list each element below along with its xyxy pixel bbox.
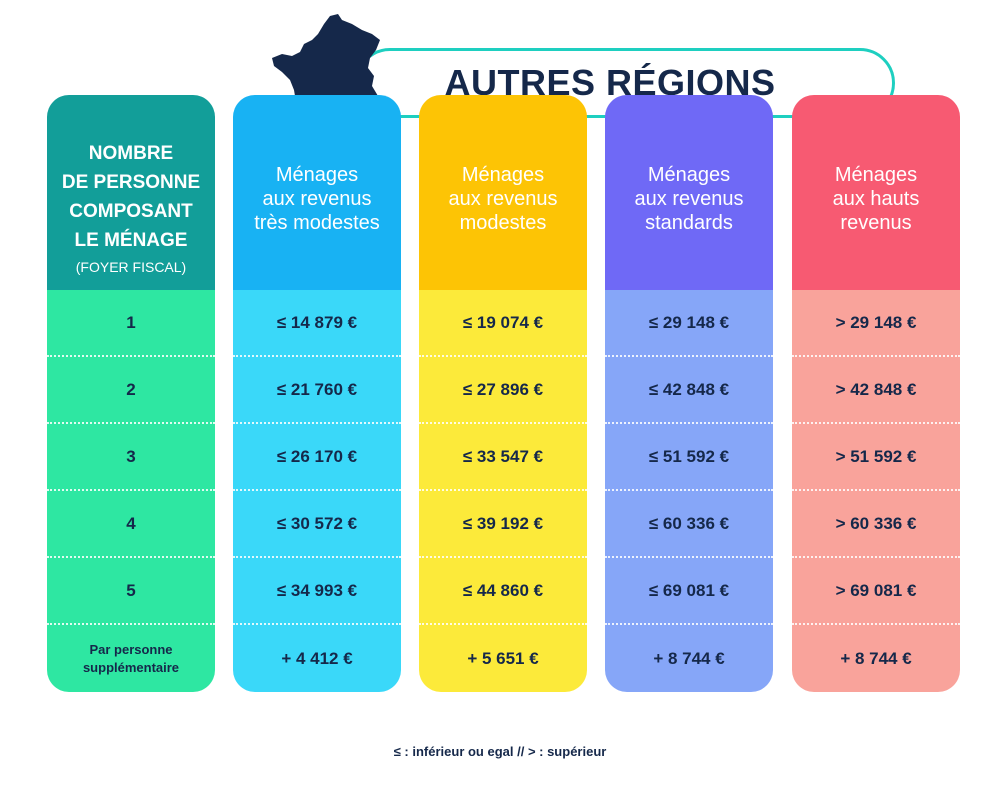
table-cell: 1 xyxy=(47,290,215,357)
column-body: > 29 148 € > 42 848 € > 51 592 € > 60 33… xyxy=(792,290,960,692)
table-cell: ≤ 33 547 € xyxy=(419,424,587,491)
table-cell: ≤ 60 336 € xyxy=(605,491,773,558)
column-body: ≤ 14 879 € ≤ 21 760 € ≤ 26 170 € ≤ 30 57… xyxy=(233,290,401,692)
header-line: LE MÉNAGE xyxy=(74,230,188,251)
column-modestes: Ménages aux revenus modestes ≤ 19 074 € … xyxy=(419,95,587,692)
table-cell: ≤ 14 879 € xyxy=(233,290,401,357)
header-line: aux revenus xyxy=(448,188,558,210)
table-cell: ≤ 39 192 € xyxy=(419,491,587,558)
legend-note: ≤ : inférieur ou egal // > : supérieur xyxy=(393,744,607,759)
header-subtitle: (FOYER FISCAL) xyxy=(75,259,187,275)
table-cell: ≤ 42 848 € xyxy=(605,357,773,424)
column-body: 1 2 3 4 5 Par personne supplémentaire xyxy=(47,290,215,692)
header-line: Ménages xyxy=(275,164,359,186)
table-cell: > 42 848 € xyxy=(792,357,960,424)
table-cell: 5 xyxy=(47,558,215,625)
header-line: Ménages xyxy=(834,164,918,186)
table-cell: ≤ 21 760 € xyxy=(233,357,401,424)
header-line: standards xyxy=(645,212,733,234)
table-cell: 3 xyxy=(47,424,215,491)
header-line: COMPOSANT xyxy=(69,201,193,222)
header-line: revenus xyxy=(840,212,912,234)
header-line: très modestes xyxy=(254,212,380,234)
table-cell: ≤ 26 170 € xyxy=(233,424,401,491)
table-cell: > 29 148 € xyxy=(792,290,960,357)
table-cell: + 8 744 € xyxy=(840,648,912,668)
table-cell: > 51 592 € xyxy=(792,424,960,491)
table-cell: + 5 651 € xyxy=(467,648,539,668)
table-cell: 4 xyxy=(47,491,215,558)
column-header: Ménages aux revenus modestes xyxy=(419,95,587,290)
column-hauts-revenus: Ménages aux hauts revenus > 29 148 € > 4… xyxy=(792,95,960,692)
column-household-size: NOMBRE DE PERSONNE COMPOSANT LE MÉNAGE (… xyxy=(47,95,215,692)
table-cell: + 4 412 € xyxy=(281,648,353,668)
column-header: NOMBRE DE PERSONNE COMPOSANT LE MÉNAGE (… xyxy=(47,95,215,290)
column-header: Ménages aux revenus standards xyxy=(605,95,773,290)
column-header: Ménages aux hauts revenus xyxy=(792,95,960,290)
header-line: DE PERSONNE xyxy=(61,172,201,193)
table-cell: > 69 081 € xyxy=(792,558,960,625)
table-cell: ≤ 51 592 € xyxy=(605,424,773,491)
column-tres-modestes: Ménages aux revenus très modestes ≤ 14 8… xyxy=(233,95,401,692)
header-line: NOMBRE xyxy=(88,143,174,164)
header-line: aux revenus xyxy=(634,188,744,210)
table-cell: + 8 744 € xyxy=(653,648,725,668)
table-cell: ≤ 30 572 € xyxy=(233,491,401,558)
column-body: ≤ 19 074 € ≤ 27 896 € ≤ 33 547 € ≤ 39 19… xyxy=(419,290,587,692)
table-cell: ≤ 44 860 € xyxy=(419,558,587,625)
header-line: Ménages xyxy=(647,164,731,186)
table-cell: 2 xyxy=(47,357,215,424)
table-cell: ≤ 27 896 € xyxy=(419,357,587,424)
table-cell: ≤ 34 993 € xyxy=(233,558,401,625)
column-header: Ménages aux revenus très modestes xyxy=(233,95,401,290)
table-cell: ≤ 29 148 € xyxy=(605,290,773,357)
table-cell: > 60 336 € xyxy=(792,491,960,558)
table-cell: Par personne supplémentaire xyxy=(82,641,180,675)
header-line: modestes xyxy=(459,212,547,234)
header-line: aux revenus xyxy=(262,188,372,210)
header-line: Ménages xyxy=(461,164,545,186)
column-standards: Ménages aux revenus standards ≤ 29 148 €… xyxy=(605,95,773,692)
table-cell: ≤ 69 081 € xyxy=(605,558,773,625)
column-body: ≤ 29 148 € ≤ 42 848 € ≤ 51 592 € ≤ 60 33… xyxy=(605,290,773,692)
header-line: aux hauts xyxy=(832,188,920,210)
table-cell: ≤ 19 074 € xyxy=(419,290,587,357)
